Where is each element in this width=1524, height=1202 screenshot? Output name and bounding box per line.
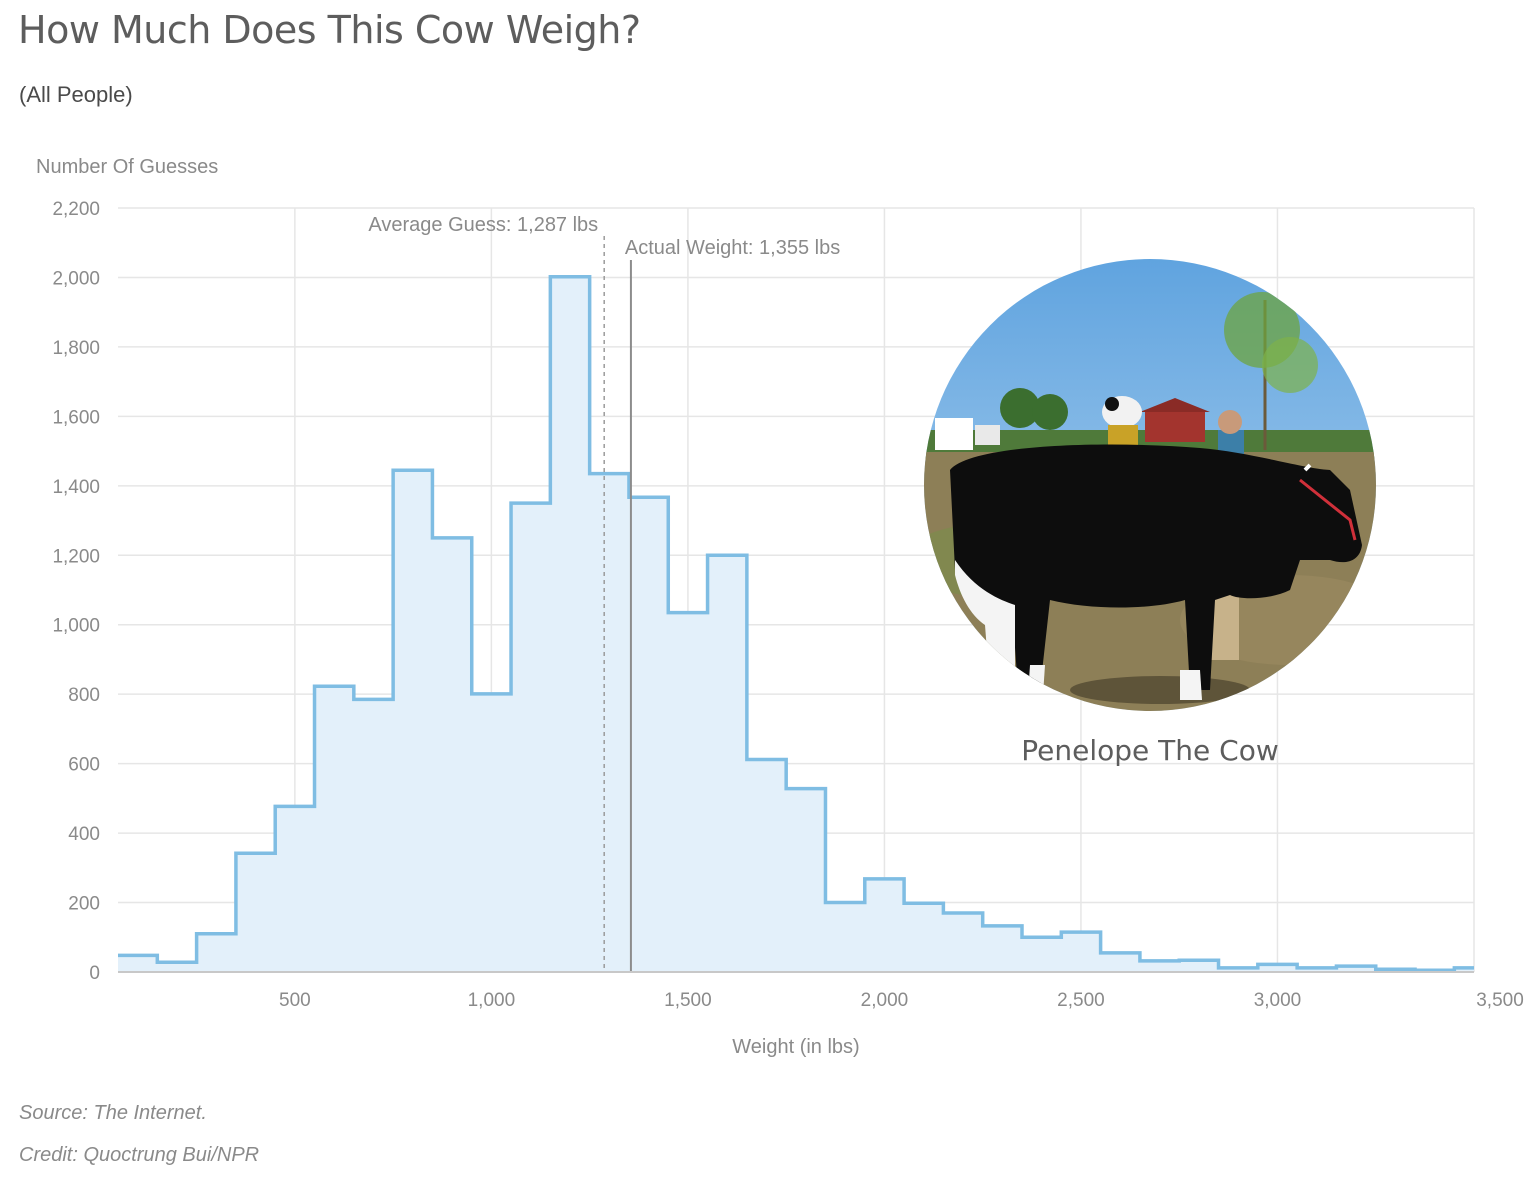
histogram-bin — [865, 879, 904, 972]
y-axis-title: Number Of Guesses — [36, 156, 218, 178]
y-tick-label: 2,000 — [52, 268, 100, 289]
histogram-bin — [1179, 960, 1218, 972]
x-axis-title: Weight (in lbs) — [732, 1036, 859, 1058]
actual-weight-label: Actual Weight: 1,355 lbs — [625, 237, 840, 259]
histogram-bin — [511, 503, 550, 972]
histogram-area — [118, 275, 1474, 973]
y-tick-label: 1,600 — [52, 407, 100, 428]
histogram-bin — [825, 903, 864, 972]
x-tick-label: 2,500 — [1057, 990, 1105, 1011]
chart-title: How Much Does This Cow Weigh? — [18, 8, 641, 52]
histogram-bin — [157, 962, 196, 972]
histogram-bin — [1101, 953, 1140, 972]
y-tick-label: 2,200 — [52, 199, 100, 220]
y-tick-label: 400 — [68, 824, 100, 845]
histogram-bin — [354, 699, 393, 972]
histogram-bin — [393, 470, 432, 972]
histogram-outline — [118, 275, 1474, 973]
cow-photo — [924, 259, 1376, 711]
histogram-bin — [197, 934, 236, 972]
histogram-bin — [668, 613, 707, 972]
y-tick-label: 800 — [68, 685, 100, 706]
photo-caption: Penelope The Cow — [1021, 734, 1278, 767]
y-tick-label: 1,000 — [52, 616, 100, 637]
histogram-bin — [943, 913, 982, 972]
histogram-bin — [1140, 961, 1179, 972]
x-tick-label: 3,500 — [1476, 990, 1524, 1011]
histogram-bin — [1061, 932, 1100, 972]
histogram-fill — [118, 276, 1474, 972]
histogram-bin — [747, 759, 786, 972]
histogram-bin — [432, 538, 471, 972]
histogram-bin — [118, 955, 157, 972]
y-tick-label: 1,800 — [52, 338, 100, 359]
histogram-bin — [904, 903, 943, 972]
histogram-bin — [786, 789, 825, 972]
x-tick-label: 1,500 — [664, 990, 712, 1011]
histogram-bin — [315, 686, 354, 972]
average-guess-label: Average Guess: 1,287 lbs — [368, 214, 598, 236]
histogram-bin — [1022, 937, 1061, 972]
chart-subtitle: (All People) — [19, 82, 133, 107]
y-tick-label: 0 — [89, 963, 100, 984]
source-note: Source: The Internet. — [19, 1102, 207, 1124]
histogram-bin — [590, 474, 629, 972]
histogram-bin — [275, 806, 314, 972]
histogram-bin — [708, 555, 747, 972]
histogram-bin — [472, 694, 511, 972]
histogram-bin — [550, 277, 589, 972]
histogram-bin — [983, 926, 1022, 972]
y-tick-label: 1,400 — [52, 477, 100, 498]
credit-note: Credit: Quoctrung Bui/NPR — [19, 1144, 260, 1166]
histogram-bin — [236, 853, 275, 972]
x-tick-label: 500 — [279, 990, 311, 1011]
y-tick-label: 1,200 — [52, 546, 100, 567]
x-tick-label: 3,000 — [1254, 990, 1302, 1011]
reference-lines: Average Guess: 1,287 lbs Actual Weight: 1… — [368, 214, 840, 972]
axes: 0 200 400 600 800 1,000 1,200 1,400 1,600 1,800 2,… — [36, 156, 1524, 1058]
y-tick-label: 200 — [68, 894, 100, 915]
y-tick-label: 600 — [68, 755, 100, 776]
x-tick-label: 1,000 — [468, 990, 516, 1011]
histogram-bin — [1258, 964, 1297, 972]
histogram-bin — [629, 497, 668, 972]
x-tick-label: 2,000 — [861, 990, 909, 1011]
